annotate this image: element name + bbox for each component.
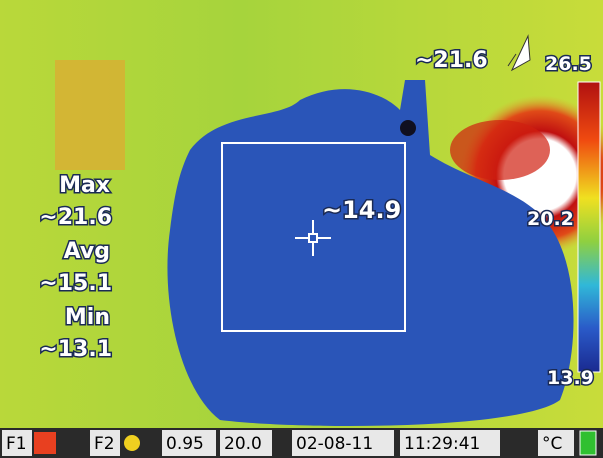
status-f2: F2 — [94, 434, 115, 454]
stat-value: ~13.1 — [39, 337, 112, 362]
scale-min: 13.9 — [547, 367, 594, 389]
stat-value: ~21.6 — [39, 205, 112, 230]
dark-spot — [400, 120, 416, 136]
color-scale — [578, 82, 600, 372]
f2-icon — [124, 435, 140, 451]
stat-label: Max — [59, 173, 110, 198]
stat-value: ~15.1 — [39, 271, 112, 296]
thermal-screen: ~21.6 ~14.9 26.5 20.2 13.9 Max ~21.6 Avg ~1… — [0, 0, 603, 458]
stat-label: Min — [65, 305, 110, 330]
stat-label: Avg — [64, 239, 110, 264]
status-date: 02-08-11 — [296, 434, 373, 454]
status-emissivity: 0.95 — [166, 434, 204, 454]
spot-top: ~21.6 — [415, 48, 488, 73]
warm-area — [55, 60, 125, 170]
scale-max: 26.5 — [545, 53, 592, 75]
hot-edge — [450, 120, 550, 180]
battery-icon — [580, 431, 596, 455]
status-time: 11:29:41 — [404, 434, 480, 454]
spot-center: ~14.9 — [322, 196, 401, 224]
status-unit: °C — [542, 434, 562, 454]
f1-icon — [34, 432, 56, 454]
scale-mid: 20.2 — [527, 208, 574, 230]
status-f1: F1 — [6, 434, 27, 454]
status-reflected-temp: 20.0 — [224, 434, 262, 454]
